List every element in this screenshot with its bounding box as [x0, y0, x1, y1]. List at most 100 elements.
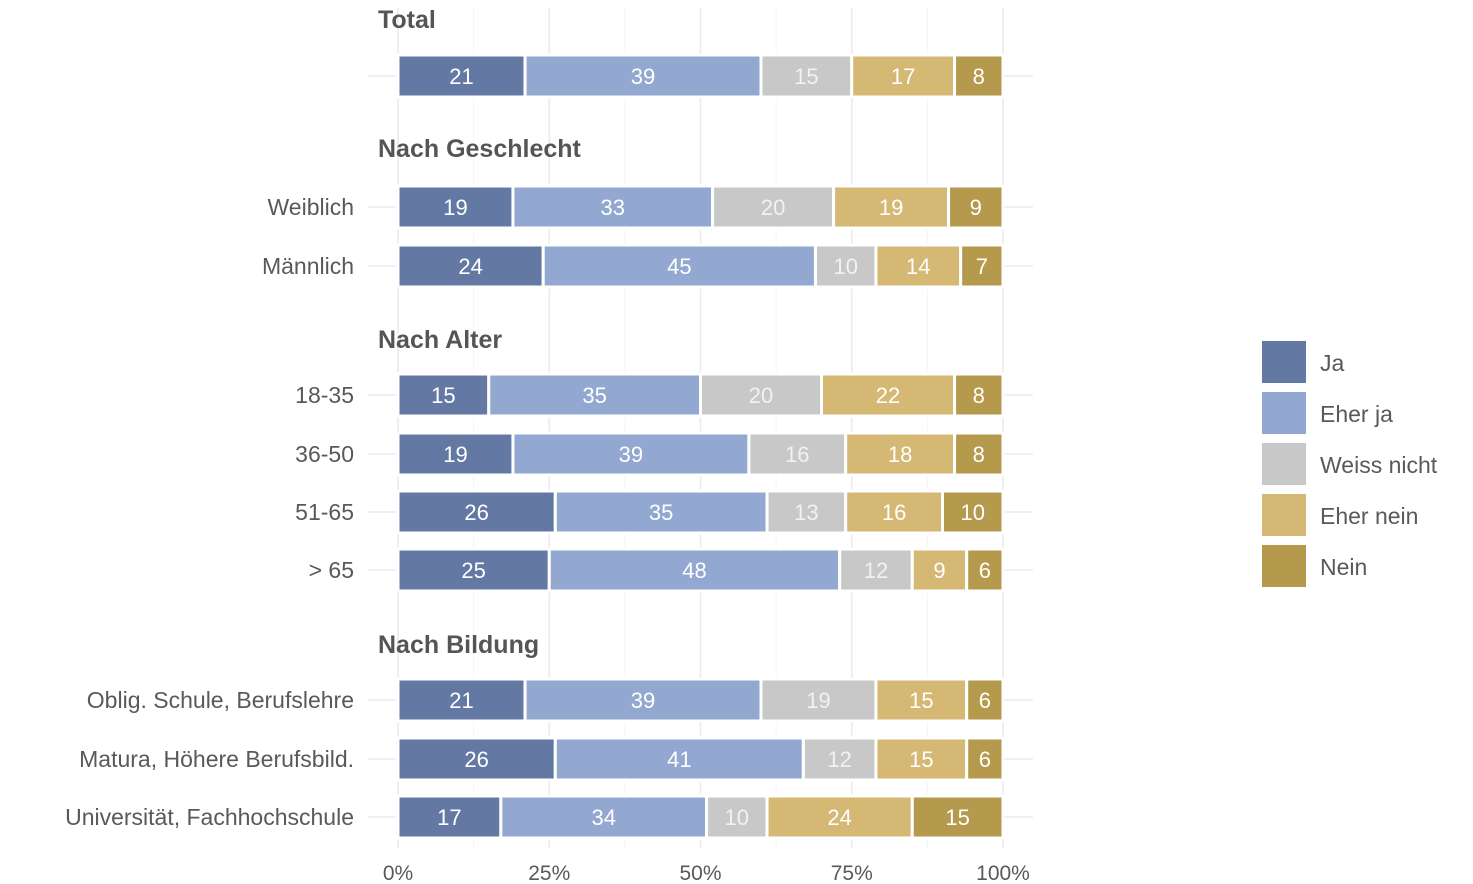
bar-segment-ja	[396, 184, 515, 230]
section-title: Nach Alter	[378, 326, 502, 354]
bar-segment-ja	[396, 736, 557, 782]
bar-segment-eher-ja	[511, 431, 751, 477]
segment-value-label: 26	[464, 747, 488, 772]
row-label: Oblig. Schule, Berufslehre	[87, 687, 354, 713]
segment-value-label: 9	[970, 195, 982, 220]
segment-value-label: 6	[979, 688, 991, 713]
segment-value-label: 21	[449, 64, 473, 89]
group-nach-alter: Nach Alter 18-35 15 35 20 22 8 36-50 19 39 16 18 8 51…	[295, 326, 1033, 593]
legend-label: Nein	[1320, 554, 1367, 580]
segment-value-label: 19	[879, 195, 903, 220]
legend-item: Nein	[1262, 545, 1367, 587]
row-label: Weiblich	[268, 194, 355, 220]
segment-value-label: 14	[906, 254, 930, 279]
row-label: 51-65	[295, 499, 354, 525]
bar-segment-nein	[959, 243, 1005, 289]
section-title: Nach Geschlecht	[378, 135, 582, 163]
bar-segment-nein	[965, 736, 1005, 782]
bar-segment-weiss-nicht	[838, 547, 914, 593]
x-tick-label: 0%	[383, 862, 413, 884]
bar-segment-weiss-nicht	[813, 243, 878, 289]
bar-segment-eher-ja	[523, 53, 763, 99]
segment-value-label: 39	[631, 64, 655, 89]
bar-row: 36-50 19 39 16 18 8	[295, 431, 1033, 477]
legend-swatch	[1262, 341, 1306, 383]
bar-segment-eher-nein	[844, 431, 957, 477]
segment-value-label: 24	[458, 254, 482, 279]
segment-value-label: 8	[973, 383, 985, 408]
bar-segment-nein	[965, 547, 1005, 593]
bar-segment-nein	[965, 677, 1005, 723]
bar-segment-nein	[953, 372, 1005, 418]
group-total: Total 21 39 15 17 8	[368, 6, 1033, 99]
bar-row: 18-35 15 35 20 22 8	[295, 372, 1033, 418]
section-title: Total	[378, 6, 436, 34]
segment-value-label: 18	[888, 442, 912, 467]
legend-swatch	[1262, 545, 1306, 587]
segment-value-label: 16	[882, 500, 906, 525]
legend-label: Ja	[1320, 350, 1345, 376]
bar-row: Matura, Höhere Berufsbild. 26 41 12 15 6	[79, 736, 1033, 782]
row-label: Männlich	[262, 253, 354, 279]
group-nach-geschlecht: Nach Geschlecht Weiblich 19 33 20 19 9 Männlich…	[262, 135, 1033, 289]
bar-segment-weiss-nicht	[711, 184, 836, 230]
segment-value-label: 34	[591, 805, 615, 830]
segment-value-label: 26	[464, 500, 488, 525]
segment-value-label: 25	[461, 558, 485, 583]
segment-value-label: 16	[785, 442, 809, 467]
bar-row: > 65 25 48 12 9 6	[309, 547, 1033, 593]
segment-value-label: 15	[909, 747, 933, 772]
row-label: Matura, Höhere Berufsbild.	[79, 746, 354, 772]
segment-value-label: 8	[973, 64, 985, 89]
segment-value-label: 21	[449, 688, 473, 713]
bar-row: Männlich 24 45 10 14 7	[262, 243, 1033, 289]
segment-value-label: 45	[667, 254, 691, 279]
bar-row: 51-65 26 35 13 16 10	[295, 489, 1033, 535]
bar-segment-weiss-nicht	[699, 372, 823, 418]
bar-segment-ja	[396, 677, 527, 723]
segment-value-label: 39	[619, 442, 643, 467]
bar-row: Oblig. Schule, Berufslehre 21 39 19 15 6	[87, 677, 1033, 723]
segment-value-label: 39	[631, 688, 655, 713]
bar-segment-ja	[396, 431, 515, 477]
bar-segment-eher-ja	[553, 489, 769, 535]
segment-value-label: 15	[431, 383, 455, 408]
legend-item: Eher nein	[1262, 494, 1418, 536]
section-title: Nach Bildung	[378, 631, 539, 659]
x-tick-label: 75%	[831, 862, 873, 884]
legend-label: Eher nein	[1320, 503, 1418, 529]
segment-value-label: 9	[933, 558, 945, 583]
bar-segment-nein	[947, 184, 1005, 230]
row-label: > 65	[309, 557, 354, 583]
bar-row: Weiblich 19 33 20 19 9	[268, 184, 1033, 230]
segment-value-label: 8	[973, 442, 985, 467]
bar-segment-eher-nein	[844, 489, 945, 535]
segment-value-label: 41	[667, 747, 691, 772]
segment-value-label: 33	[601, 195, 625, 220]
bar-segment-eher-ja	[511, 184, 715, 230]
group-nach-bildung: Nach Bildung Oblig. Schule, Berufslehre 21…	[65, 631, 1033, 840]
segment-value-label: 15	[794, 64, 818, 89]
segment-value-label: 12	[827, 747, 851, 772]
segment-value-label: 48	[682, 558, 706, 583]
legend-label: Eher ja	[1320, 401, 1393, 427]
segment-value-label: 22	[876, 383, 900, 408]
segment-value-label: 7	[976, 254, 988, 279]
segment-value-label: 20	[761, 195, 785, 220]
bar-segment-eher-nein	[765, 794, 914, 840]
x-tick-label: 100%	[976, 862, 1030, 884]
x-tick-label: 25%	[528, 862, 570, 884]
bar-segment-eher-nein	[832, 184, 951, 230]
bar-segment-eher-nein	[874, 736, 969, 782]
legend-swatch	[1262, 443, 1306, 485]
bar-segment-eher-ja	[553, 736, 805, 782]
segment-value-label: 19	[806, 688, 830, 713]
segment-value-label: 10	[833, 254, 857, 279]
legend-label: Weiss nicht	[1320, 452, 1438, 478]
bar-segment-eher-ja	[541, 243, 817, 289]
segment-value-label: 6	[979, 747, 991, 772]
segment-value-label: 13	[794, 500, 818, 525]
segment-value-label: 15	[909, 688, 933, 713]
